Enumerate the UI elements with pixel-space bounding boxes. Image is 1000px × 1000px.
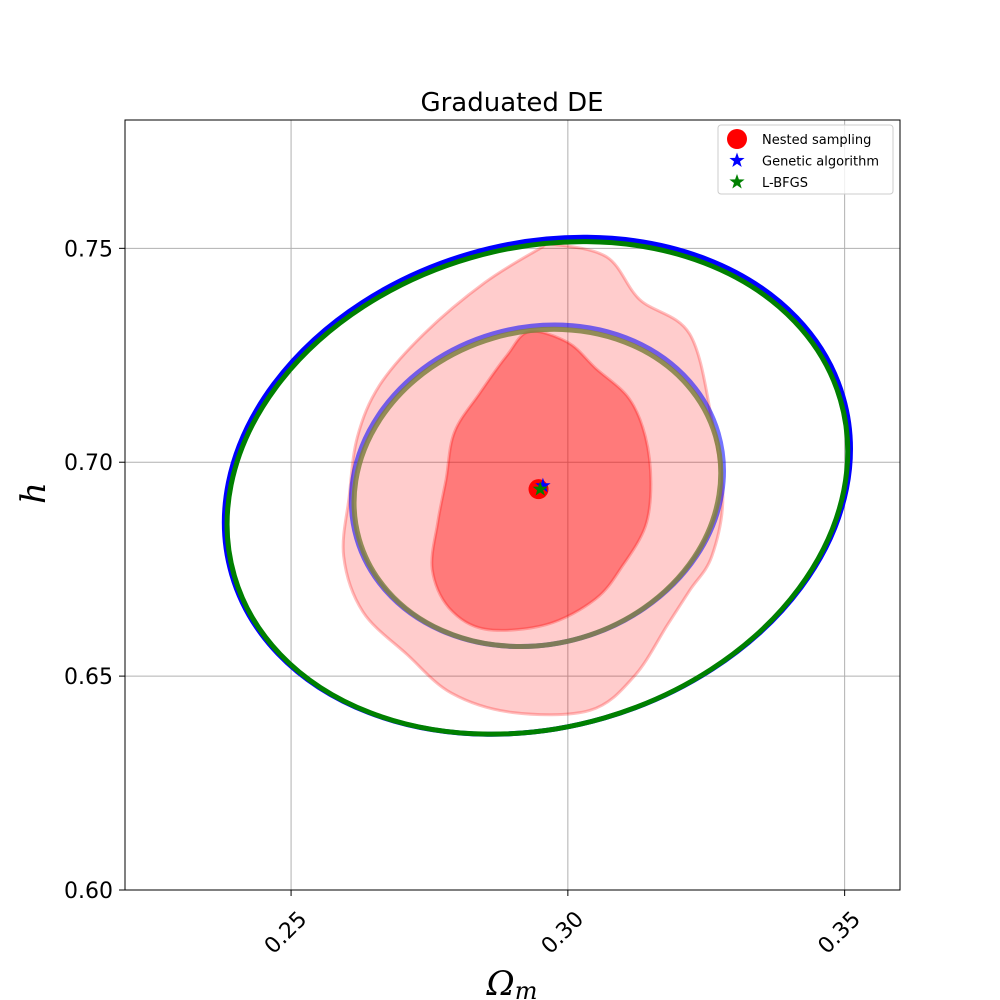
lbfgs-outer-ellipse [224, 239, 851, 737]
nested-sampling-2sigma-contour-edge [341, 241, 725, 717]
lbfgs-inner-ellipse [351, 326, 724, 649]
legend: Nested sampling Genetic algorithm L-BFGS [717, 124, 894, 195]
x-axis-label: Ωm [486, 964, 538, 1000]
y-tick-label: 0.60 [64, 879, 113, 904]
points-layer [528, 477, 551, 500]
x-tick-label: 0.25 [260, 907, 312, 959]
nested-sampling-1sigma-contour-edge [430, 329, 653, 632]
legend-box [717, 124, 894, 195]
l-bfgs-point [532, 481, 548, 496]
legend-marker-genetic-algorithm [729, 152, 745, 167]
legend-marker-nested-sampling [727, 129, 747, 149]
plot-frame [124, 119, 901, 891]
y-axis-label: h [14, 482, 54, 504]
y-tick-label: 0.70 [64, 451, 113, 476]
x-tick-label: 0.30 [537, 907, 589, 959]
y-tick-label: 0.65 [64, 665, 113, 690]
genetic-algorithm-point [535, 477, 551, 493]
legend-label: L-BFGS [762, 176, 808, 191]
legend-marker-l-bfgs [729, 174, 745, 189]
legend-label: Genetic algorithm [762, 155, 879, 170]
chart-title: Graduated DE [420, 88, 603, 118]
y-tick-label: 0.75 [64, 237, 113, 262]
legend-label: Nested sampling [762, 133, 871, 148]
x-tick-label: 0.35 [814, 907, 866, 959]
